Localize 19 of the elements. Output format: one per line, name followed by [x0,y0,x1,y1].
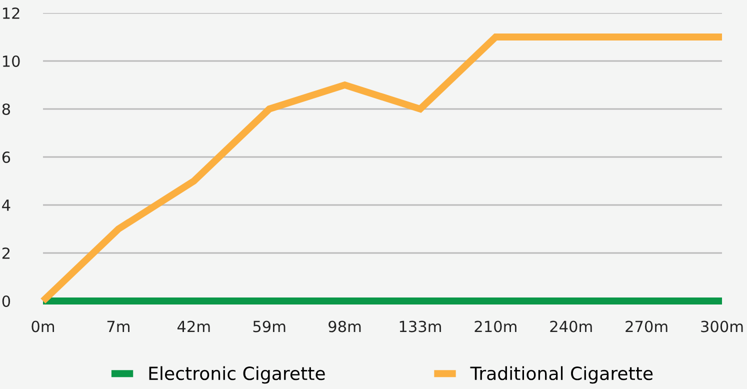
y-tick-label: 8 [2,103,10,116]
legend-label: Electronic Cigarette [149,366,325,384]
x-tick-label: 0m [32,320,54,332]
x-tick-label: 270m [626,320,668,332]
y-tick-label: 10 [3,55,20,68]
y-tick-label: 0 [2,295,10,308]
y-tick-label: 6 [2,151,10,164]
x-tick-label: 42m [177,320,210,332]
x-tick-label: 210m [474,320,516,332]
x-tick-label: 7m [107,320,130,332]
x-tick-label: 133m [400,320,441,332]
x-tick-label: 300m [701,320,743,332]
legend-label: Traditional Cigarette [470,366,653,384]
x-tick-label: 98m [328,320,361,332]
y-tick-label: 2 [2,247,10,259]
y-tick-label: 4 [2,200,10,211]
x-tick-label: 240m [550,320,592,332]
x-tick-label: 59m [253,320,286,332]
y-tick-label: 12 [3,7,20,19]
